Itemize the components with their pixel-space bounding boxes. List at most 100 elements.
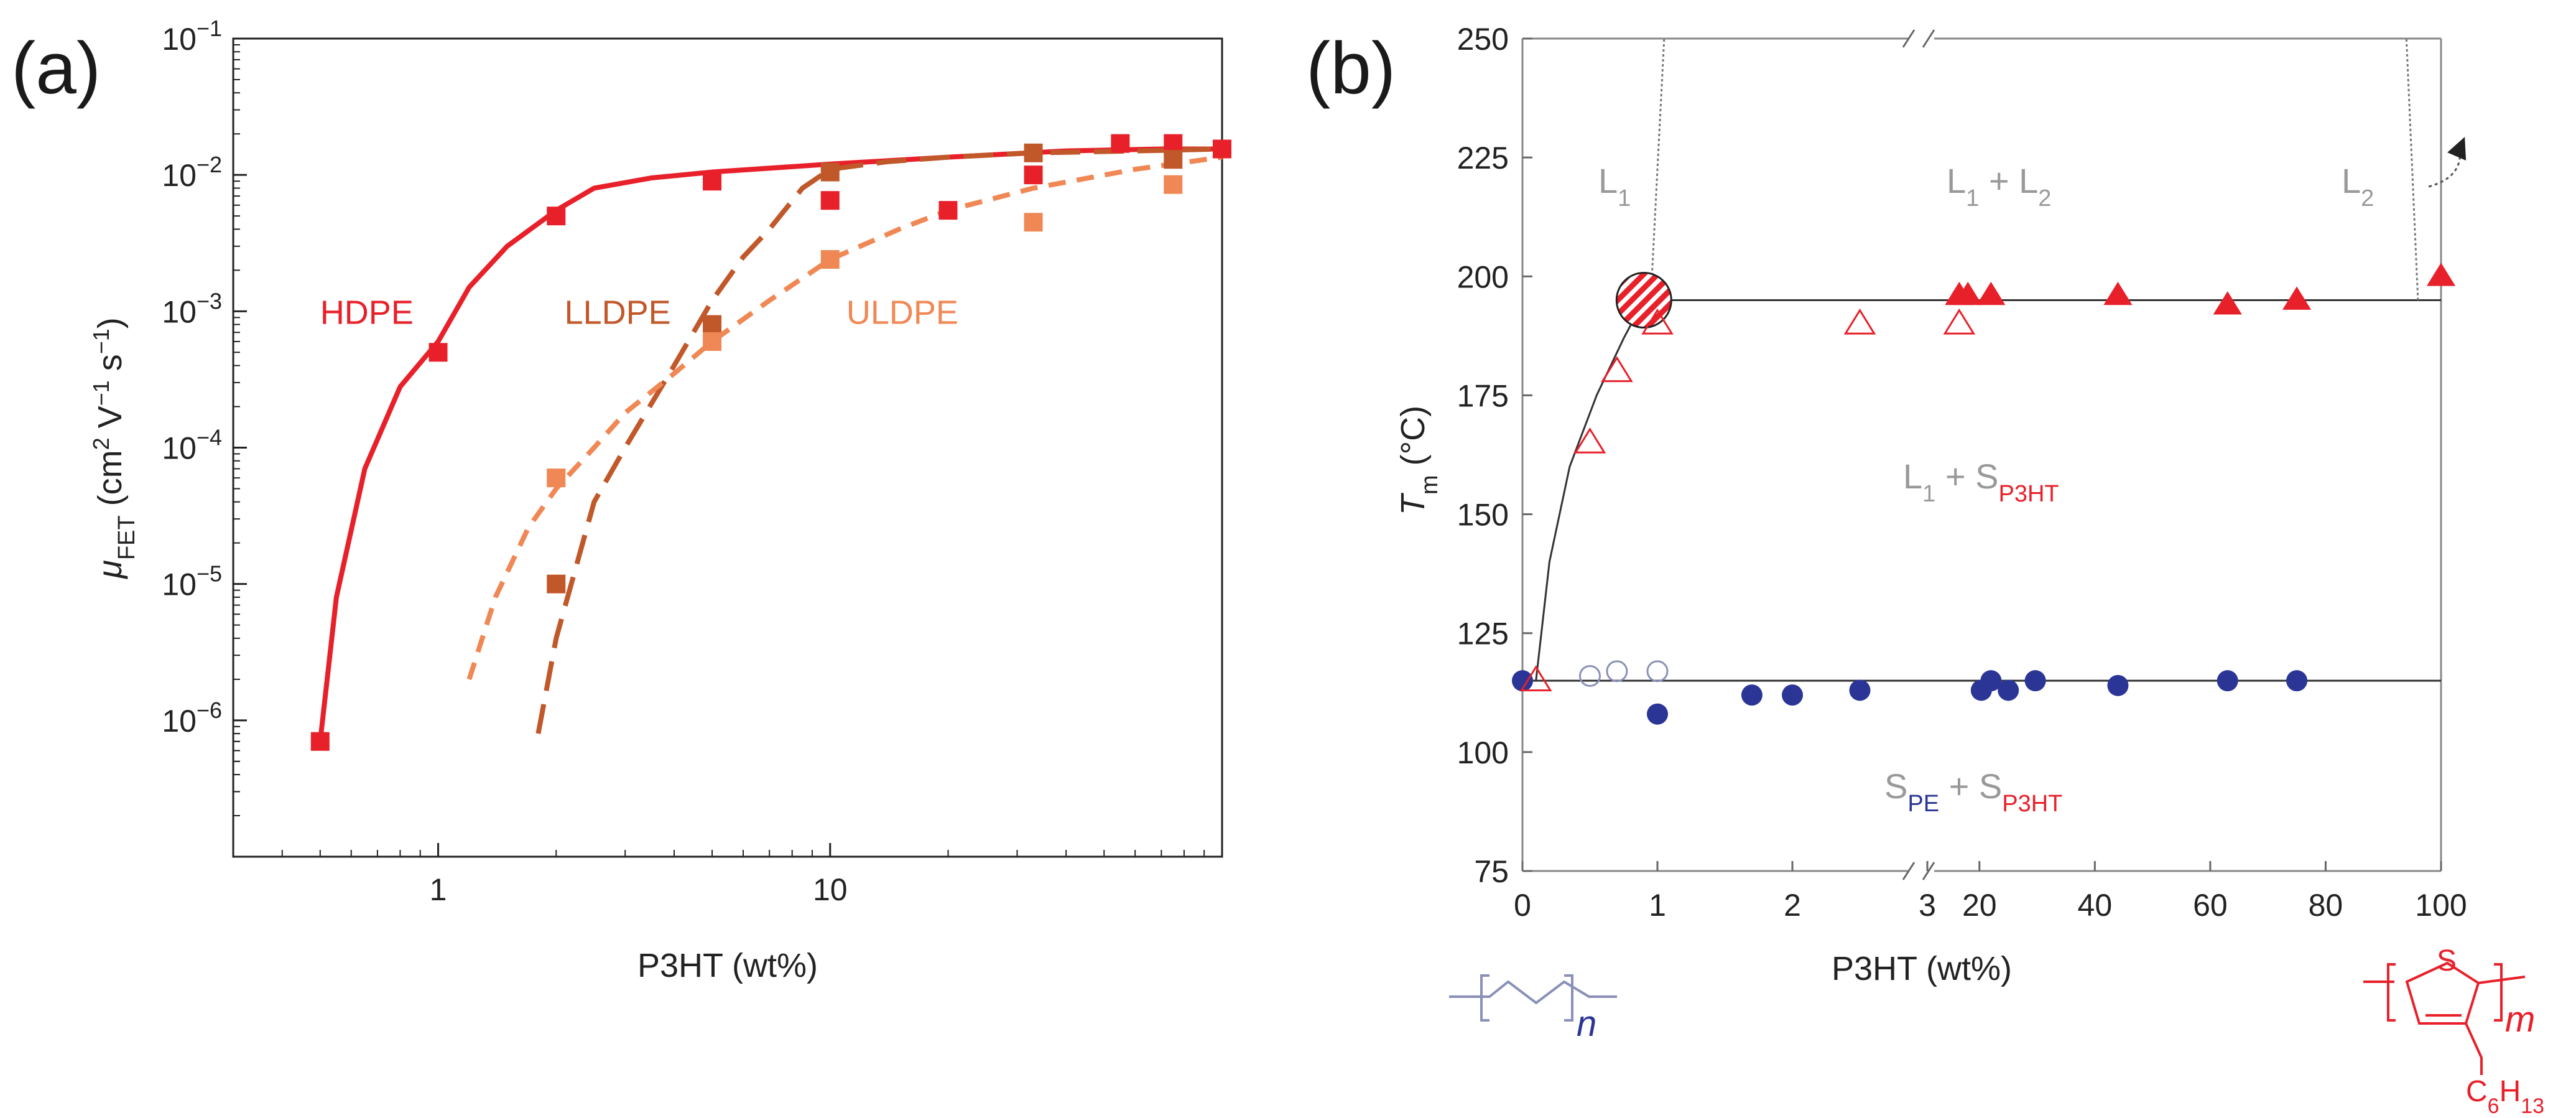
point-hdpe bbox=[1111, 134, 1130, 153]
point-lldpe bbox=[820, 162, 840, 182]
filled-circle-point bbox=[1782, 684, 1803, 706]
p3ht-structure-icon bbox=[2363, 961, 2526, 1075]
polyethylene-structure-icon bbox=[1449, 974, 1617, 1022]
panel-a-y-axis-label: μFET (cm2 V−1 s−1) bbox=[88, 317, 141, 580]
open-triangle-point bbox=[1573, 427, 1606, 454]
open-triangle-point bbox=[1641, 308, 1674, 335]
x-tick-label: 100 bbox=[2415, 888, 2467, 923]
fit-curve-lldpe bbox=[535, 146, 1223, 734]
x-tick-label: 2 bbox=[1784, 888, 1801, 923]
panel-b-data-points bbox=[1512, 263, 2456, 725]
filled-circle-point bbox=[1741, 684, 1763, 706]
series-label-lldpe: LLDPE bbox=[565, 294, 671, 331]
panel-a-series-labels: HDPE LLDPE ULDPE bbox=[320, 294, 958, 331]
x-tick-label: 10 bbox=[813, 872, 848, 907]
p3ht-hexyl-label: C6H13 bbox=[2466, 1075, 2544, 1118]
filled-triangle-point bbox=[2103, 281, 2133, 305]
x-tick-label: 20 bbox=[1962, 888, 1997, 923]
l2-pointer-line bbox=[2428, 149, 2462, 188]
liquidus-curve bbox=[1535, 299, 1645, 681]
axis-break-mark bbox=[1902, 29, 1916, 48]
filled-circle-point bbox=[2024, 670, 2046, 692]
point-lldpe bbox=[547, 574, 566, 594]
y-tick-label: 175 bbox=[1457, 378, 1509, 413]
point-uldpe bbox=[820, 250, 840, 269]
axis-break-mark bbox=[1922, 862, 1935, 880]
panel-a-data-points bbox=[310, 134, 1231, 751]
open-triangle-point bbox=[1843, 308, 1876, 335]
point-hdpe bbox=[1164, 134, 1183, 153]
y-tick-label: 10−2 bbox=[162, 152, 222, 193]
region-l1-label: L1 bbox=[1598, 161, 1631, 212]
panel-b-x-axis-label: P3HT (wt%) bbox=[1832, 950, 2012, 987]
point-hdpe bbox=[703, 172, 722, 191]
y-tick-label: 150 bbox=[1457, 498, 1509, 533]
x-tick-label: 80 bbox=[2309, 888, 2343, 923]
point-hdpe bbox=[429, 343, 448, 362]
filled-circle-point bbox=[1512, 670, 1533, 692]
open-triangle-point bbox=[1519, 665, 1552, 692]
panel-a-ticks: 10−1 10−2 10−3 10−4 10−5 10−6 1 10 bbox=[162, 16, 1205, 907]
point-hdpe bbox=[820, 191, 840, 210]
filled-circle-point bbox=[2217, 670, 2238, 692]
filled-circle-point bbox=[2286, 670, 2308, 692]
filled-triangle-point bbox=[2282, 286, 2312, 310]
point-lldpe bbox=[1024, 143, 1043, 162]
point-lldpe bbox=[1164, 150, 1183, 169]
panel-b-y-axis-label: Tm (°C) bbox=[1394, 406, 1443, 515]
panel-a: (a) 10−1 10−2 10−3 10−4 10−5 10−6 1 10 HDPE LLDP… bbox=[11, 16, 1231, 984]
panel-b-label: (b) bbox=[1306, 27, 1396, 109]
y-tick-label: 10−6 bbox=[162, 697, 222, 738]
open-triangle-point bbox=[1601, 356, 1633, 383]
panel-a-label: (a) bbox=[11, 27, 101, 109]
x-tick-label: 60 bbox=[2193, 888, 2228, 923]
y-tick-label: 10−5 bbox=[162, 561, 222, 602]
filled-circle-point bbox=[1980, 670, 2002, 692]
axis-break-mark bbox=[1902, 862, 1916, 880]
panel-b: (b) 75 100 125 150 175 200 225 250 0 1 2 3 20 40 60 80 1… bbox=[1306, 22, 2544, 1118]
y-tick-label: 75 bbox=[1474, 854, 1509, 889]
panel-b-phase-lines bbox=[1522, 38, 2467, 682]
eutectic-point-marker bbox=[1615, 272, 1672, 329]
open-circle-point bbox=[1646, 660, 1669, 682]
y-tick-label: 200 bbox=[1457, 259, 1509, 294]
binodal-right-line bbox=[2405, 38, 2419, 300]
fit-curve-hdpe bbox=[317, 146, 1222, 742]
pe-repeat-n-label: n bbox=[1577, 1004, 1596, 1044]
x-tick-label: 1 bbox=[1649, 888, 1666, 923]
x-tick-label: 1 bbox=[430, 872, 447, 907]
filled-circle-point bbox=[1998, 679, 2019, 701]
y-tick-label: 10−1 bbox=[162, 16, 222, 57]
fit-curve-uldpe bbox=[466, 154, 1223, 681]
point-hdpe bbox=[547, 207, 566, 226]
x-tick-label: 40 bbox=[2078, 888, 2113, 923]
x-tick-label: 0 bbox=[1514, 888, 1531, 923]
filled-circle-point bbox=[1647, 703, 1668, 725]
point-uldpe bbox=[547, 468, 566, 488]
region-l1-l2-label: L1 + L2 bbox=[1947, 161, 2051, 212]
p3ht-repeat-m-label: m bbox=[2505, 999, 2535, 1040]
open-circle-point bbox=[1606, 660, 1628, 682]
filled-triangle-point bbox=[1976, 281, 2006, 305]
point-lldpe bbox=[703, 315, 722, 334]
point-hdpe bbox=[310, 732, 330, 751]
y-tick-label: 250 bbox=[1457, 22, 1509, 57]
panel-a-x-axis-label: P3HT (wt%) bbox=[637, 947, 818, 984]
series-label-uldpe: ULDPE bbox=[846, 294, 958, 331]
y-tick-label: 10−4 bbox=[162, 425, 222, 466]
region-l2-label: L2 bbox=[2342, 161, 2374, 212]
binodal-left-line bbox=[1649, 38, 1666, 300]
point-hdpe bbox=[1024, 165, 1043, 185]
open-circle-point bbox=[1579, 665, 1601, 687]
series-label-hdpe: HDPE bbox=[320, 294, 414, 331]
point-hdpe bbox=[1213, 139, 1231, 159]
region-s-pe-s-p3ht-label: SPE + SP3HT bbox=[1884, 766, 2062, 817]
panel-b-plot-frame bbox=[1521, 29, 2442, 880]
panel-a-fit-curves bbox=[317, 146, 1223, 742]
filled-circle-point bbox=[2107, 674, 2129, 696]
y-tick-label: 225 bbox=[1457, 141, 1509, 175]
panel-b-ticks: 75 100 125 150 175 200 225 250 0 1 2 3 20 40 60 80 100 bbox=[1457, 22, 2467, 923]
filled-triangle-point bbox=[1953, 281, 1983, 305]
axis-break-mark bbox=[1922, 29, 1935, 48]
